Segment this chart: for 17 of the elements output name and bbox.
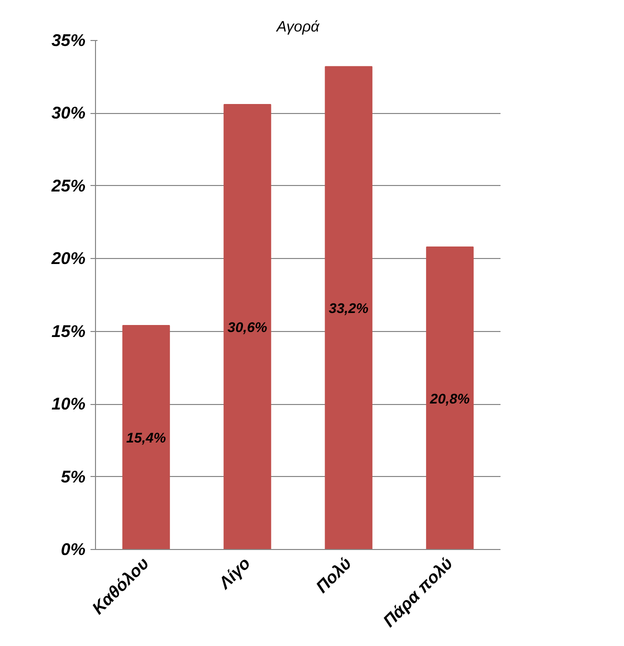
y-tick-label: 20% [50, 249, 86, 268]
y-tick-label: 15% [51, 322, 86, 341]
data-label: 33,2% [328, 300, 370, 316]
bar [122, 325, 170, 550]
bar [426, 246, 474, 550]
y-tick-label: 10% [51, 394, 86, 414]
bar [324, 66, 372, 550]
data-label: 15,4% [126, 430, 167, 446]
y-tick-label: 5% [60, 467, 86, 486]
bar [224, 104, 272, 550]
chart-title: Αγορά [276, 18, 320, 36]
y-tick-label: 30% [51, 104, 86, 123]
y-tick-label: 35% [51, 31, 86, 50]
y-tick-label: 25% [50, 176, 86, 196]
data-label: 30,6% [228, 318, 268, 335]
y-tick-label: 0% [60, 540, 86, 559]
data-label: 20,8% [429, 390, 470, 406]
